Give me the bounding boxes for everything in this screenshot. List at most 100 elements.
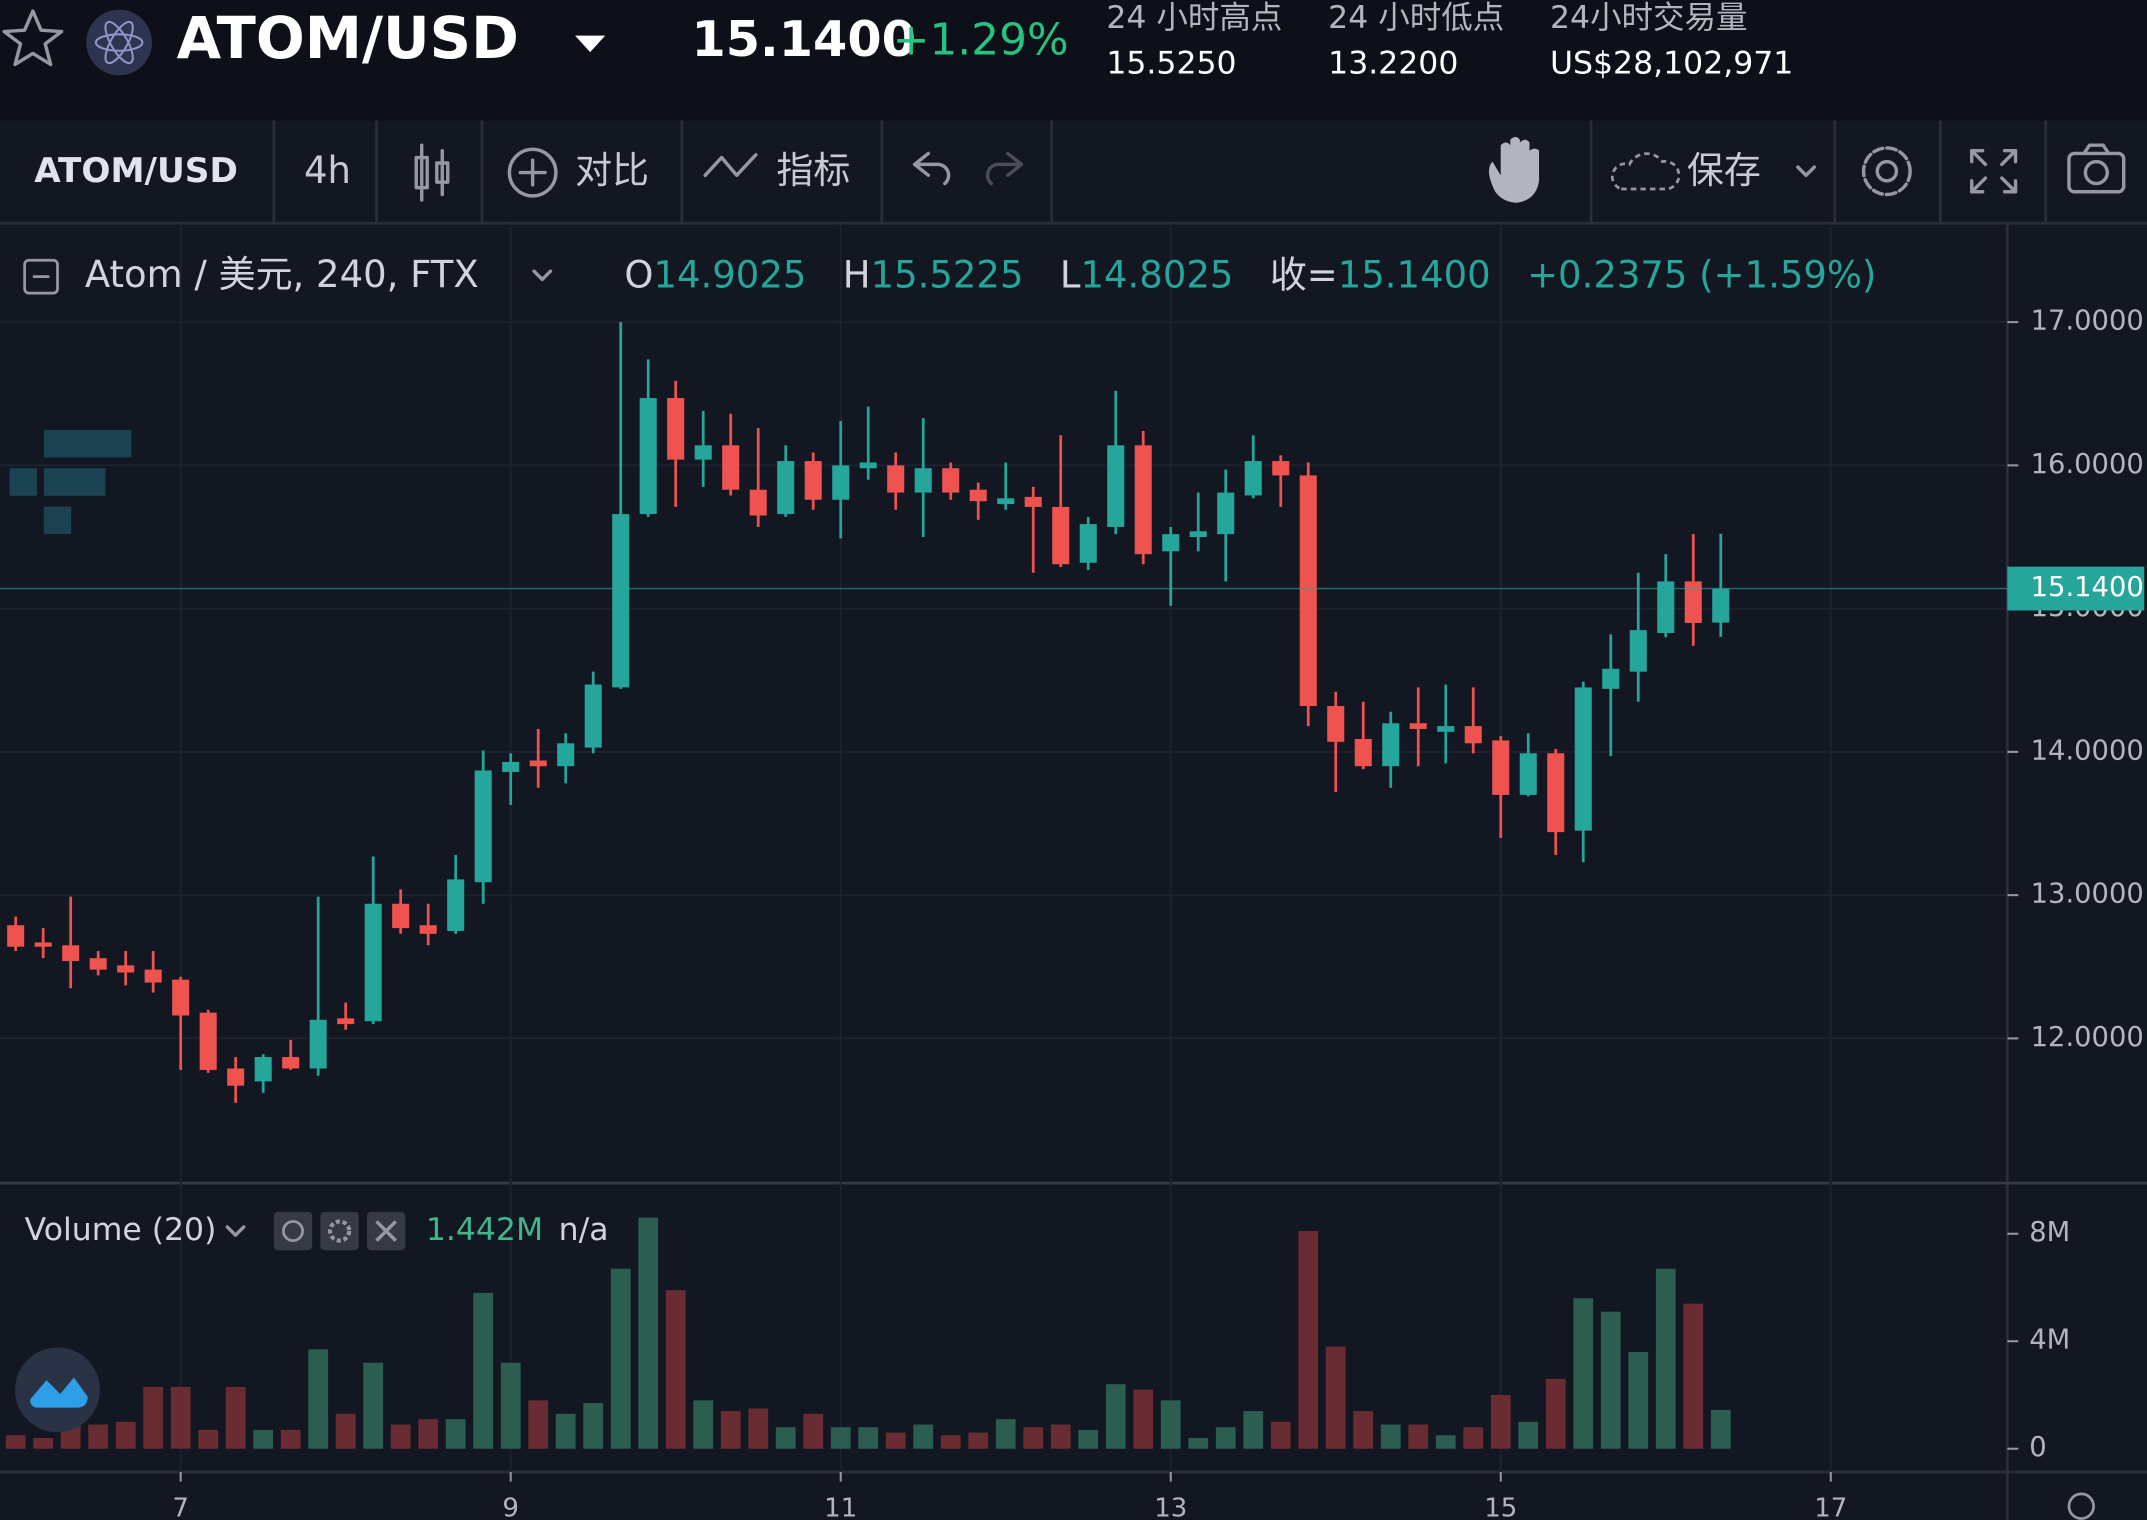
compare-button[interactable]: 对比 [575, 149, 649, 192]
volume-bar [88, 1424, 109, 1449]
candle-body [1134, 445, 1152, 555]
volume-bar [170, 1386, 191, 1449]
chart-style-button[interactable] [414, 143, 450, 202]
volume-bar [363, 1362, 384, 1449]
candle-body [1189, 531, 1207, 537]
pair-dropdown[interactable] [575, 35, 606, 53]
stat-value: 15.5250 [1106, 45, 1236, 81]
candle-body [117, 965, 135, 973]
x-tick-label: 7 [172, 1493, 189, 1520]
undo-button[interactable] [912, 151, 951, 186]
stat-label: 24 小时高点 [1106, 0, 1282, 36]
candle-body [172, 979, 190, 1016]
stat-value: 13.2200 [1328, 45, 1458, 81]
volume-visibility-icon [282, 1220, 304, 1242]
candle-body [722, 445, 740, 490]
indicators-icon[interactable] [703, 153, 758, 178]
volume-bar [1270, 1421, 1291, 1449]
candle-body [1052, 506, 1070, 565]
candle-body [667, 398, 685, 460]
redo-button[interactable] [985, 151, 1024, 186]
series-dropdown[interactable] [532, 269, 553, 282]
legend-l: L [1060, 253, 1081, 296]
candle-body [1382, 723, 1400, 767]
compare-icon[interactable] [507, 147, 558, 198]
volume-bar [500, 1362, 521, 1449]
candle-body [1547, 753, 1565, 833]
legend-open: 14.9025 [653, 253, 806, 296]
candle-body [749, 489, 767, 516]
volume-bar [1710, 1409, 1731, 1449]
volume-bar [748, 1408, 769, 1449]
candle-body [199, 1012, 217, 1070]
candle-body [914, 468, 932, 493]
volume-bar [1518, 1421, 1539, 1449]
save-icon[interactable] [1611, 152, 1681, 191]
volume-bar [803, 1413, 824, 1449]
symbol-button[interactable]: ATOM/USD [34, 151, 238, 191]
x-tick-label: 9 [502, 1493, 519, 1520]
candle-body [392, 903, 410, 929]
volume-bar [1298, 1231, 1319, 1449]
volume-bar [830, 1427, 851, 1449]
candle-body [612, 514, 630, 688]
screenshot-button[interactable] [2067, 143, 2126, 194]
app-logo[interactable] [15, 1347, 100, 1433]
hand-tool[interactable] [1488, 136, 1540, 203]
volume-bar [1435, 1435, 1456, 1449]
candle-body [282, 1057, 300, 1069]
interval-button[interactable]: 4h [304, 149, 351, 192]
candle-body [557, 743, 575, 767]
candle-body [887, 465, 905, 493]
series-title[interactable]: Atom / 美元, 240, FTX [85, 253, 479, 296]
candle-body [859, 462, 877, 469]
y-tick-label: 14.0000 [2031, 735, 2144, 766]
volume-bar [335, 1413, 356, 1449]
fullscreen-button[interactable] [1970, 148, 2018, 194]
save-dropdown[interactable] [1796, 165, 1816, 178]
volume-bar [995, 1419, 1016, 1449]
settings-button[interactable] [1861, 146, 1912, 197]
candle-body [309, 1019, 327, 1069]
save-button[interactable]: 保存 [1687, 149, 1761, 192]
candle-body [1602, 668, 1620, 689]
volume-bar [913, 1424, 934, 1449]
volume-bar [1655, 1268, 1676, 1449]
candle-body [584, 684, 602, 748]
collapse-legend[interactable] [23, 258, 59, 295]
coin-icon [86, 9, 152, 76]
volume-bar [720, 1411, 741, 1449]
volume-settings-icon [327, 1219, 352, 1243]
volume-bar [858, 1427, 879, 1449]
y-tick-label: 16.0000 [2031, 449, 2144, 480]
candle-body [89, 958, 107, 970]
volume-bar [1408, 1424, 1429, 1449]
volume-settings[interactable] [320, 1211, 359, 1251]
volume-bar [1380, 1424, 1401, 1449]
volume-bar [1160, 1400, 1181, 1449]
last-price-badge [2007, 566, 2145, 611]
volume-bar [225, 1386, 246, 1449]
candle-body [777, 461, 795, 515]
volume-dropdown[interactable] [225, 1225, 246, 1237]
volume-bar [33, 1437, 54, 1449]
candle-body [1574, 687, 1592, 831]
volume-value: 1.442M [426, 1212, 543, 1248]
candle-body [1162, 534, 1180, 552]
axis-settings[interactable] [2067, 1492, 2095, 1520]
volume-bar [143, 1386, 164, 1449]
last-price: 15.1400 [691, 10, 915, 68]
candle-body [1327, 706, 1345, 742]
favorite-star[interactable] [2, 9, 64, 67]
volume-visibility[interactable] [273, 1211, 313, 1251]
candle-body [997, 498, 1015, 505]
plot-layer: 791113151712.000013.000014.000015.000016… [0, 223, 2145, 1520]
volume-remove-icon [375, 1220, 397, 1242]
y2-tick-label: 4M [2029, 1325, 2070, 1356]
y2-tick-label: 0 [2029, 1432, 2046, 1463]
volume-title[interactable]: Volume (20) [25, 1212, 217, 1248]
indicators-button[interactable]: 指标 [776, 149, 850, 192]
candle-body [364, 903, 382, 1022]
candle-body [1244, 461, 1262, 496]
